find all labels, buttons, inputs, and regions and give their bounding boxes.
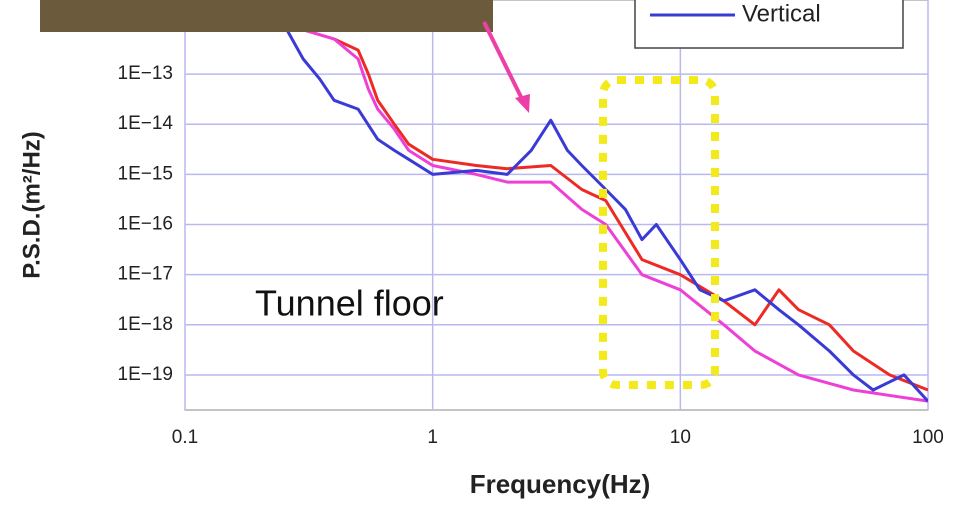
y-tick-label: 1E−18: [118, 314, 173, 335]
arrow-head: [515, 94, 530, 113]
series-line: [282, 23, 928, 403]
x-tick-label: 1: [427, 427, 438, 448]
y-axis-label: P.S.D.(m²/Hz): [18, 131, 45, 279]
series-line: [283, 22, 928, 403]
series-line: [283, 22, 928, 392]
x-tick-label: 10: [670, 427, 691, 448]
arrow: [482, 21, 526, 104]
annotation: Tunnel floor: [255, 283, 444, 324]
highlight-box: [599, 76, 719, 389]
grid: [184, 0, 929, 410]
y-tick-label: 1E−16: [118, 214, 173, 235]
photo: [40, 0, 493, 32]
x-tick-label: 100: [912, 427, 944, 448]
legend-box: [634, 0, 904, 49]
y-tick-label: 1E−13: [118, 63, 173, 84]
legend-label: Vertical: [742, 0, 821, 27]
y-tick-label: 1E−17: [118, 264, 173, 285]
y-tick-label: 1E−19: [118, 364, 173, 385]
series: [282, 22, 928, 403]
y-tick-label: 1E−14: [118, 113, 174, 134]
x-axis-label: Frequency(Hz): [470, 469, 651, 499]
legend: Vertical: [634, 0, 904, 49]
x-tick-label: 0.1: [172, 427, 198, 448]
y-tick-label: 1E−15: [118, 163, 173, 184]
plot-area: [184, 0, 929, 411]
